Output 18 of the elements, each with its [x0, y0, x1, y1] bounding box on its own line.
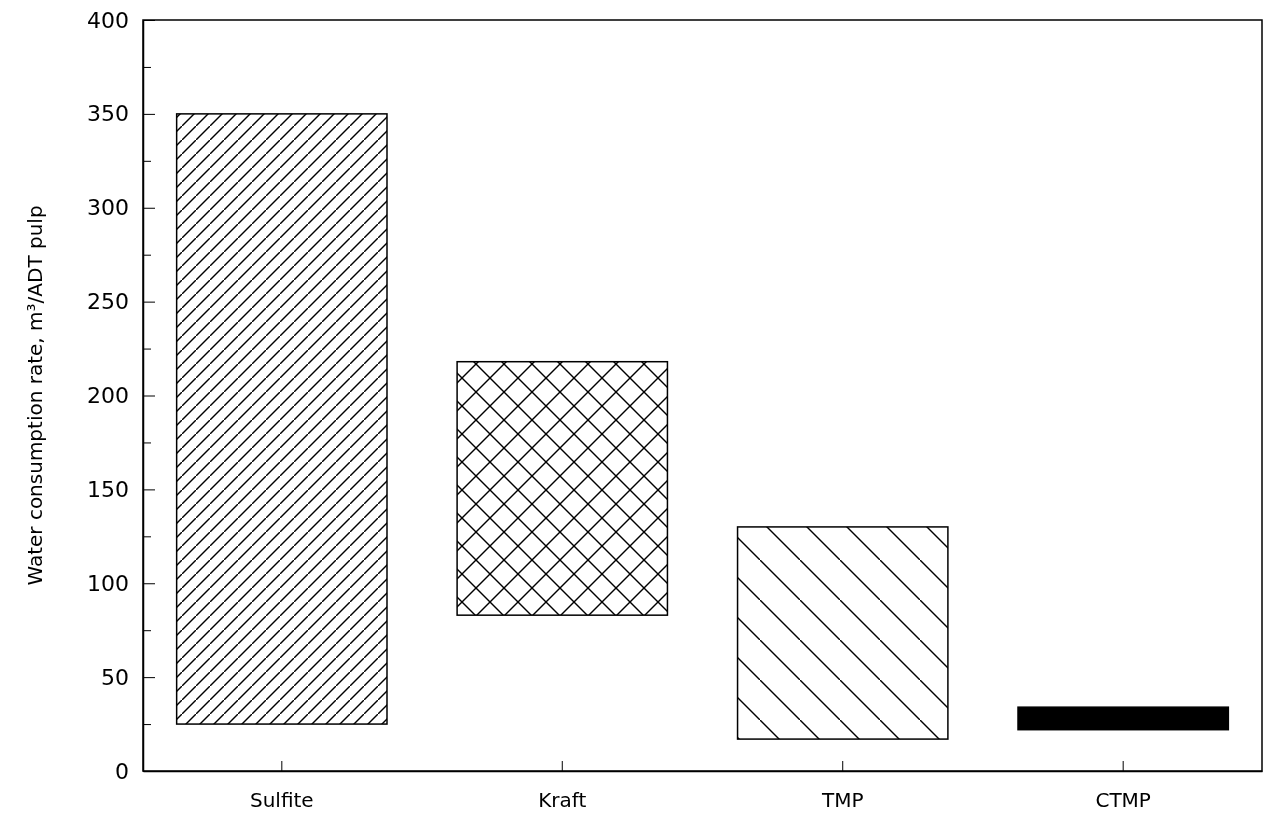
bar — [1017, 706, 1230, 731]
bar — [456, 360, 669, 616]
y-tick-label: 100 — [87, 570, 129, 596]
y-tick-label: 0 — [115, 758, 129, 784]
y-tick-label: 150 — [87, 476, 129, 502]
x-tick-label: TMP — [820, 788, 864, 813]
y-tick-label: 200 — [87, 383, 129, 409]
y-tick-label: 250 — [87, 289, 129, 315]
y-tick-label: 50 — [101, 664, 129, 690]
y-tick-label: 350 — [87, 101, 129, 127]
x-tick-label: Kraft — [538, 788, 587, 813]
y-tick-label: 400 — [87, 7, 129, 33]
y-tick-label: 300 — [87, 195, 129, 221]
bar — [175, 113, 388, 725]
x-tick-label: CTMP — [1095, 788, 1151, 813]
bar — [736, 526, 949, 740]
x-tick-label: Sulfite — [249, 788, 314, 813]
y-axis-title: Water consumption rate, m³/ADT pulp — [23, 205, 47, 586]
